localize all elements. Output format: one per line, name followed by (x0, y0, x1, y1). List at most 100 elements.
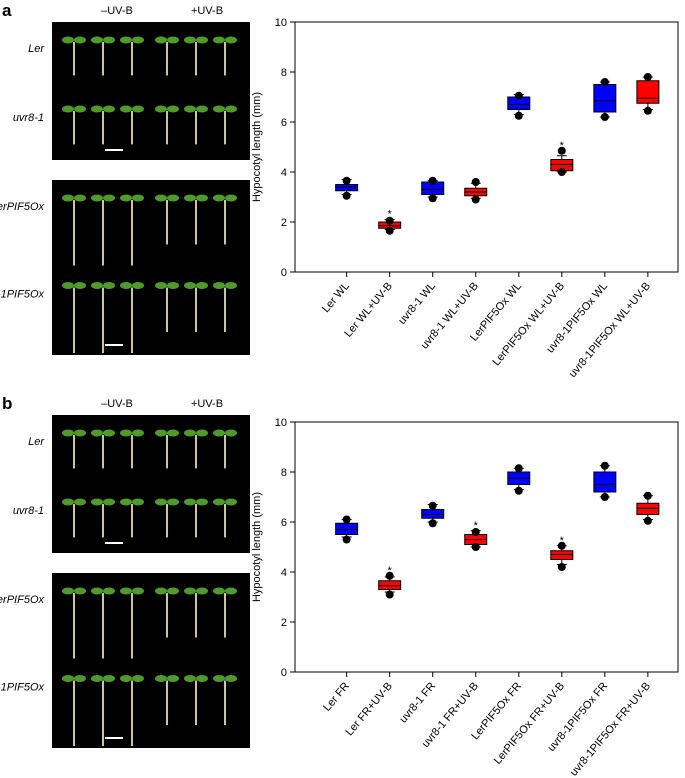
seedling-leaf (132, 587, 144, 595)
seedling-leaf (196, 194, 208, 202)
seedling-leaf (132, 675, 144, 682)
outlier (428, 194, 437, 203)
seedling-leaf (74, 675, 86, 682)
y-tick-label: 0 (281, 667, 287, 679)
seedling-leaf (132, 194, 144, 202)
row-label: Ler (28, 436, 45, 448)
seedling-leaf (62, 429, 74, 437)
outlier (385, 571, 394, 580)
outlier (514, 111, 523, 120)
photo (52, 573, 250, 748)
column-label: +UV-B (191, 5, 223, 17)
seedling-leaf (132, 105, 144, 113)
seedling-leaf (62, 587, 74, 595)
outlier (600, 78, 609, 86)
row-label: uvr8-1 (13, 112, 44, 124)
seedling-leaf (213, 429, 225, 437)
outlier (342, 535, 351, 544)
row-label: LerPIF5Ox (0, 201, 44, 213)
outlier (600, 461, 609, 470)
seedling-leaf (120, 194, 132, 202)
seedling-leaf (62, 105, 74, 113)
box (421, 509, 445, 519)
column-label: –UV-B (101, 5, 133, 17)
seedling-leaf (62, 194, 74, 202)
y-axis-label: Hypocotyl length (mm) (251, 92, 263, 202)
row-label: uvr8-1PIF5Ox (0, 289, 44, 301)
seedling-leaf (132, 36, 144, 44)
seedling-leaf (91, 194, 103, 202)
outlier (471, 528, 480, 536)
seedling-leaf (120, 498, 132, 506)
outlier (557, 168, 566, 176)
seedling-leaf (103, 105, 115, 113)
box (636, 502, 660, 515)
seedling-leaf (91, 675, 103, 682)
x-tick-label: uvr8-1 FR (397, 680, 438, 725)
outlier (643, 73, 652, 81)
seedling-leaf (120, 587, 132, 595)
outlier (342, 515, 351, 524)
box (593, 471, 617, 493)
seedling-leaf (91, 587, 103, 595)
seedling-leaf (184, 194, 196, 202)
seedling-leaf (213, 36, 225, 44)
outlier (428, 501, 437, 510)
seedling-leaf (213, 105, 225, 113)
seedling-leaf (225, 194, 237, 202)
seedling-leaf (225, 498, 237, 506)
outlier (471, 543, 480, 551)
seedling-leaf (213, 498, 225, 506)
outlier (385, 226, 394, 235)
seedling-leaf (74, 587, 86, 595)
seedling-leaf (103, 498, 115, 506)
seedling-leaf (167, 498, 179, 506)
seedling-leaf (74, 105, 86, 113)
seedling-leaf (167, 194, 179, 202)
seedling-leaf (103, 194, 115, 202)
photo (52, 180, 250, 355)
x-tick-label: Ler FR (321, 680, 352, 714)
y-tick-label: 10 (275, 417, 287, 429)
seedling-leaf (184, 105, 196, 113)
box (593, 84, 617, 113)
box (378, 580, 402, 590)
outlier (557, 563, 566, 571)
seedling-leaf (103, 429, 115, 437)
outlier (514, 464, 523, 473)
y-axis-label: Hypocotyl length (mm) (251, 492, 263, 602)
seedling-leaf (155, 498, 167, 506)
y-tick-label: 2 (281, 617, 287, 629)
seedling-leaf (167, 282, 179, 289)
panel-letter: b (2, 394, 12, 413)
row-label: uvr8-1 (13, 505, 44, 517)
photo (52, 415, 250, 553)
box (636, 80, 660, 104)
seedling-leaf (184, 36, 196, 44)
outlier (514, 91, 523, 100)
outlier (342, 176, 351, 185)
seedling-leaf (167, 105, 179, 113)
outlier (600, 493, 609, 501)
seedling-leaf (196, 105, 208, 113)
seedling-leaf (213, 675, 225, 682)
seedling-leaf (62, 498, 74, 506)
outlier (428, 176, 437, 185)
outlier (471, 178, 480, 186)
seedling-leaf (155, 282, 167, 289)
seedling-leaf (74, 282, 86, 289)
seedling-leaf (196, 429, 208, 437)
y-tick-label: 6 (281, 517, 287, 529)
seedling-leaf (196, 498, 208, 506)
plot-frame (294, 21, 679, 273)
seedling-leaf (91, 282, 103, 289)
y-tick-label: 8 (281, 467, 287, 479)
seedling-leaf (74, 36, 86, 44)
seedling-leaf (74, 194, 86, 202)
y-tick-label: 4 (281, 567, 287, 579)
seedling-leaf (213, 194, 225, 202)
seedling-leaf (74, 429, 86, 437)
seedling-leaf (225, 429, 237, 437)
significance-label: * (388, 209, 393, 221)
